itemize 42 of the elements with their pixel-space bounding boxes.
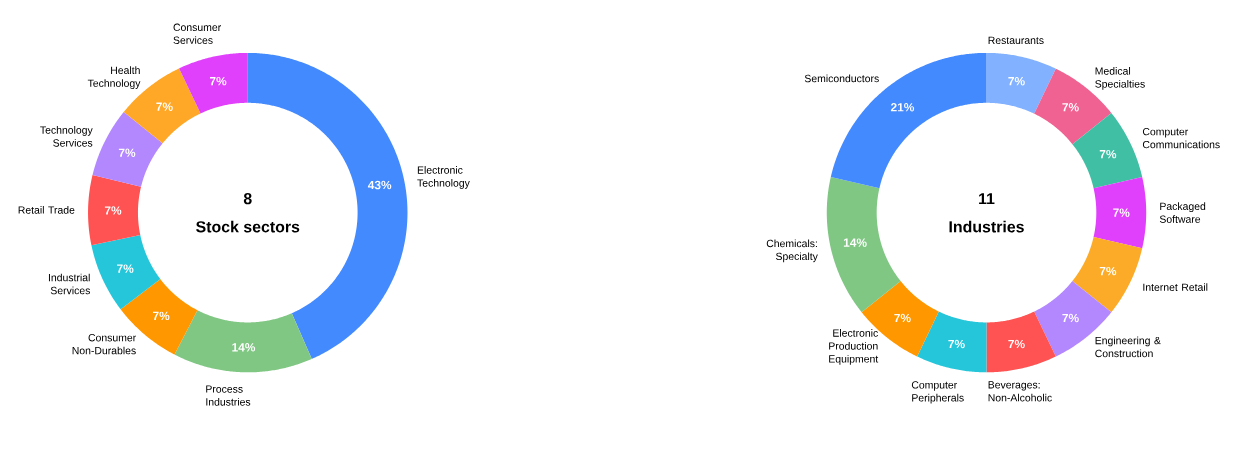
text: Stock sectors [196, 220, 300, 233]
data-label: 21% [890, 102, 915, 112]
slice-label: Electronic Production Equipment [829, 328, 879, 365]
data-label: 7% [894, 313, 911, 323]
data-label: 7% [1099, 149, 1117, 159]
slice-label: Consumer Non-Durables [72, 333, 137, 355]
slice-label: Technology Services [40, 125, 93, 147]
data-label: 7% [118, 148, 136, 157]
slice-label: Semiconductors [804, 74, 879, 83]
slice-label: Internet Retail [1143, 283, 1208, 291]
slice-label: Electronic Technology [417, 166, 470, 189]
data-label: 7% [156, 102, 173, 111]
slice-label: Computer Peripherals [911, 381, 964, 404]
slice-label: Health Technology [87, 66, 141, 89]
slice-label: Restaurants [988, 36, 1044, 44]
slice-label: Beverages: Non-Alcoholic [988, 381, 1052, 402]
slice-label: Chemicals: Specialty [766, 239, 818, 263]
data-label: 7% [104, 206, 122, 215]
text: Industries [949, 220, 1024, 233]
data-label: 43% [367, 180, 392, 190]
data-label: 7% [1113, 208, 1130, 217]
slice-label: Industrial Services [48, 273, 90, 295]
data-label: 7% [1062, 102, 1079, 112]
slice-label: Packaged Software [1159, 202, 1206, 223]
data-label: 7% [1008, 339, 1025, 349]
text: 8 [243, 192, 252, 205]
data-label: 7% [1099, 266, 1117, 276]
text: 11 [979, 193, 995, 205]
slice-label: Consumer Services [173, 23, 221, 44]
data-label: 14% [232, 343, 256, 352]
data-label: 7% [153, 311, 170, 320]
slice-label: Computer Communications [1142, 127, 1220, 149]
slice-label: Process Industries [206, 385, 251, 406]
data-label: 7% [948, 339, 965, 349]
data-label: 7% [209, 76, 227, 86]
data-label: 7% [1062, 313, 1079, 323]
slice-label: Engineering & Construction [1095, 336, 1161, 358]
data-label: 14% [843, 238, 867, 247]
data-label: 7% [1008, 76, 1025, 86]
data-label: 7% [117, 264, 134, 273]
slice-label: Retail Trade [18, 205, 75, 214]
slice-label: Medical Specialties [1095, 66, 1145, 90]
